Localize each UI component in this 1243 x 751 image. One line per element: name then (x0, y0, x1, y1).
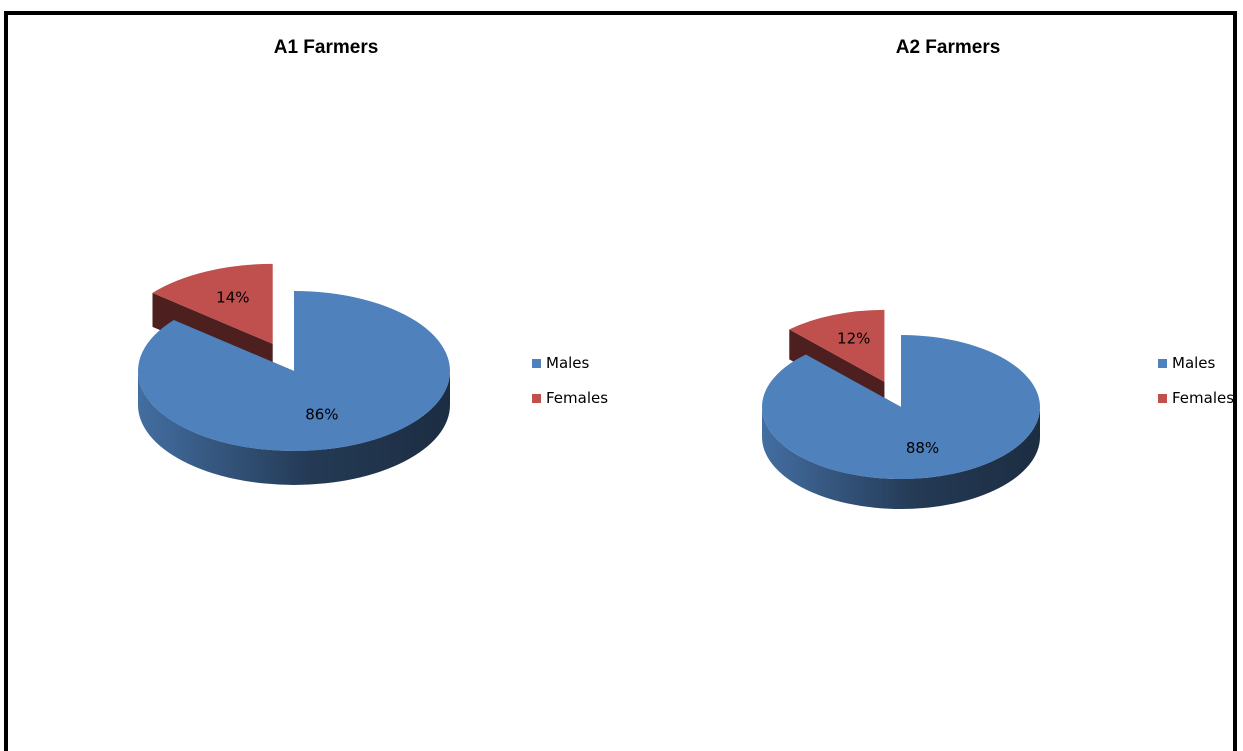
data-label-males: 88% (906, 439, 939, 457)
pie-slice-males-side (138, 371, 450, 485)
pie-slice-females-top (152, 263, 273, 344)
chart-title: A2 Farmers (895, 37, 1001, 58)
chart-a2-farmers: A2 Farmers 12% 88% Males Females (628, 15, 1234, 740)
chart-frame: A1 Farmers 14% 86% Males Females A2 Farme… (4, 11, 1237, 751)
pie-slice-males-top (137, 291, 450, 451)
chart-a1-farmers: A1 Farmers 14% 86% Males Females (8, 15, 628, 740)
pie-chart: 14% 86% (137, 263, 450, 485)
pie-slice-males-top (761, 335, 1040, 479)
legend-swatch-females (532, 393, 541, 403)
legend-item-females: Females (1158, 389, 1234, 407)
legend-label-males: Males (1172, 354, 1216, 372)
legend-swatch-females (1158, 393, 1167, 403)
pie-slice-males (137, 291, 450, 485)
legend-swatch-males (1158, 358, 1167, 368)
pie-chart: 12% 88% (761, 309, 1040, 509)
pie-slice-males (761, 335, 1040, 509)
data-label-males: 86% (305, 405, 338, 423)
data-label-females: 14% (216, 288, 249, 306)
data-label-females: 12% (837, 330, 870, 348)
legend-swatch-males (532, 358, 541, 368)
pie-slice-females-top (789, 309, 885, 382)
legend: Males Females (532, 354, 608, 424)
legend-item-males: Males (532, 354, 608, 372)
legend-item-males: Males (1158, 354, 1234, 372)
legend-item-females: Females (532, 389, 608, 407)
legend-label-females: Females (546, 389, 609, 407)
legend: Males Females (1158, 354, 1234, 424)
legend-label-males: Males (546, 354, 590, 372)
legend-label-females: Females (1172, 389, 1235, 407)
pie-slice-males-side (762, 407, 1040, 509)
chart-title: A1 Farmers (273, 37, 379, 58)
